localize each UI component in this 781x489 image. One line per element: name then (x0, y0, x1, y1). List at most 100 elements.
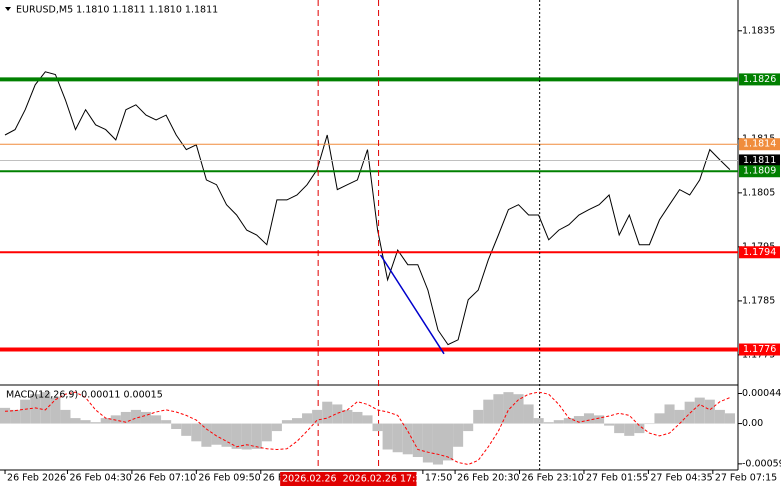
histogram-bar (181, 423, 192, 436)
histogram-bar (50, 397, 61, 424)
histogram-bar (30, 394, 41, 424)
level-label-box (739, 246, 780, 259)
histogram-bar (100, 418, 111, 424)
y-tick-label: 1.1805 (742, 187, 775, 198)
histogram-bar (533, 418, 544, 424)
histogram-bar (151, 415, 162, 424)
histogram-bar (40, 392, 51, 424)
histogram-bar (241, 423, 252, 450)
histogram-bar (20, 399, 31, 424)
histogram-bar (302, 413, 313, 424)
histogram-bar (714, 409, 725, 424)
histogram-bar (513, 394, 524, 424)
time-label: 2026.02.26 1 (282, 474, 345, 485)
histogram-bar (543, 422, 554, 424)
histogram-bar (120, 411, 131, 424)
histogram-bar (704, 399, 715, 424)
histogram-bar (604, 423, 615, 426)
histogram-bar (402, 423, 413, 455)
histogram-bar (573, 416, 584, 424)
histogram-bar (352, 411, 363, 424)
level-label: 1.1814 (743, 139, 776, 150)
macd-title: MACD(12,26,9) 0.00011 0.00015 (6, 390, 163, 401)
level-label: 1.1811 (743, 155, 776, 166)
histogram-bar (191, 423, 202, 442)
time-label-box (280, 472, 357, 486)
level-label-box (739, 73, 780, 86)
histogram-bar (614, 423, 625, 434)
histogram-bar (211, 423, 222, 445)
histogram-bar (312, 409, 323, 424)
histogram-bar (422, 423, 433, 463)
histogram-bar (443, 423, 454, 461)
histogram-bar (483, 399, 494, 424)
level-label: 1.1826 (743, 74, 776, 85)
y-tick-label: 1.1785 (742, 295, 775, 306)
level-label-box (739, 138, 780, 151)
histogram-bar (644, 423, 655, 425)
histogram-bar (130, 409, 141, 424)
histogram-bar (553, 420, 564, 424)
chart-title: EURUSD,M5 1.1810 1.1811 1.1810 1.1811 (16, 5, 218, 16)
histogram-bar (10, 409, 21, 424)
y-tick-label: 1.1835 (742, 25, 775, 36)
menu-arrow (5, 7, 11, 11)
histogram-bar (271, 423, 282, 432)
histogram-bar (583, 413, 595, 424)
histogram-bar (342, 409, 353, 424)
histogram-bar (110, 415, 121, 424)
histogram-bar (624, 423, 635, 436)
histogram-bar (362, 415, 373, 424)
histogram-bar (231, 423, 242, 449)
x-tick-label: 27 Feb 01:55 (586, 473, 648, 484)
histogram-bar (463, 423, 474, 432)
price-line (4, 71, 731, 346)
x-tick-label: 26 Feb 23:10 (522, 473, 584, 484)
histogram-bar (412, 423, 423, 458)
histogram-bar (60, 409, 71, 424)
x-tick-label: 26 Feb 20:30 (457, 473, 519, 484)
histogram-bar (523, 404, 534, 424)
x-tick-label: 27 Feb 04:35 (650, 473, 712, 484)
level-label: 1.1794 (743, 247, 776, 258)
x-tick-label: 26 Feb 04:30 (69, 473, 131, 484)
histogram-bar (563, 418, 574, 424)
histogram-bar (724, 413, 735, 424)
level-label: 1.1809 (743, 166, 776, 177)
histogram-bar (281, 420, 292, 424)
histogram-bar (664, 404, 675, 424)
y-tick-label: -0.00059 (742, 458, 781, 469)
level-label-box (739, 165, 780, 178)
histogram-bar (654, 413, 665, 424)
x-tick-label: 26 Feb (263, 473, 295, 484)
trendline (379, 254, 445, 355)
level-label-box (739, 343, 780, 356)
histogram-bar (201, 423, 212, 447)
time-label: 2026.02.26 17:20 (343, 474, 428, 485)
histogram-bar (634, 423, 645, 434)
histogram-bar (80, 420, 91, 424)
x-tick-label: 26 Feb 07:10 (134, 473, 196, 484)
histogram-bar (291, 418, 303, 424)
histogram-bar (493, 394, 504, 424)
histogram-bar (261, 423, 272, 442)
level-label: 1.1776 (743, 344, 776, 355)
histogram-bar (674, 409, 685, 424)
histogram-bar (473, 409, 484, 424)
histogram-bar (171, 423, 182, 430)
histogram-bar (453, 423, 464, 447)
histogram-bar (221, 423, 232, 447)
histogram-bar (382, 423, 393, 450)
histogram-bar (70, 418, 81, 424)
histogram-bar (251, 423, 262, 449)
x-tick-label: 17:50 (425, 473, 452, 484)
y-tick-label: 0.00 (742, 418, 763, 429)
time-label-box (340, 472, 417, 486)
histogram-bar (372, 423, 383, 432)
histogram-bar (332, 404, 343, 424)
y-tick-label: 0.00044 (742, 388, 781, 399)
level-label-box (739, 154, 780, 167)
